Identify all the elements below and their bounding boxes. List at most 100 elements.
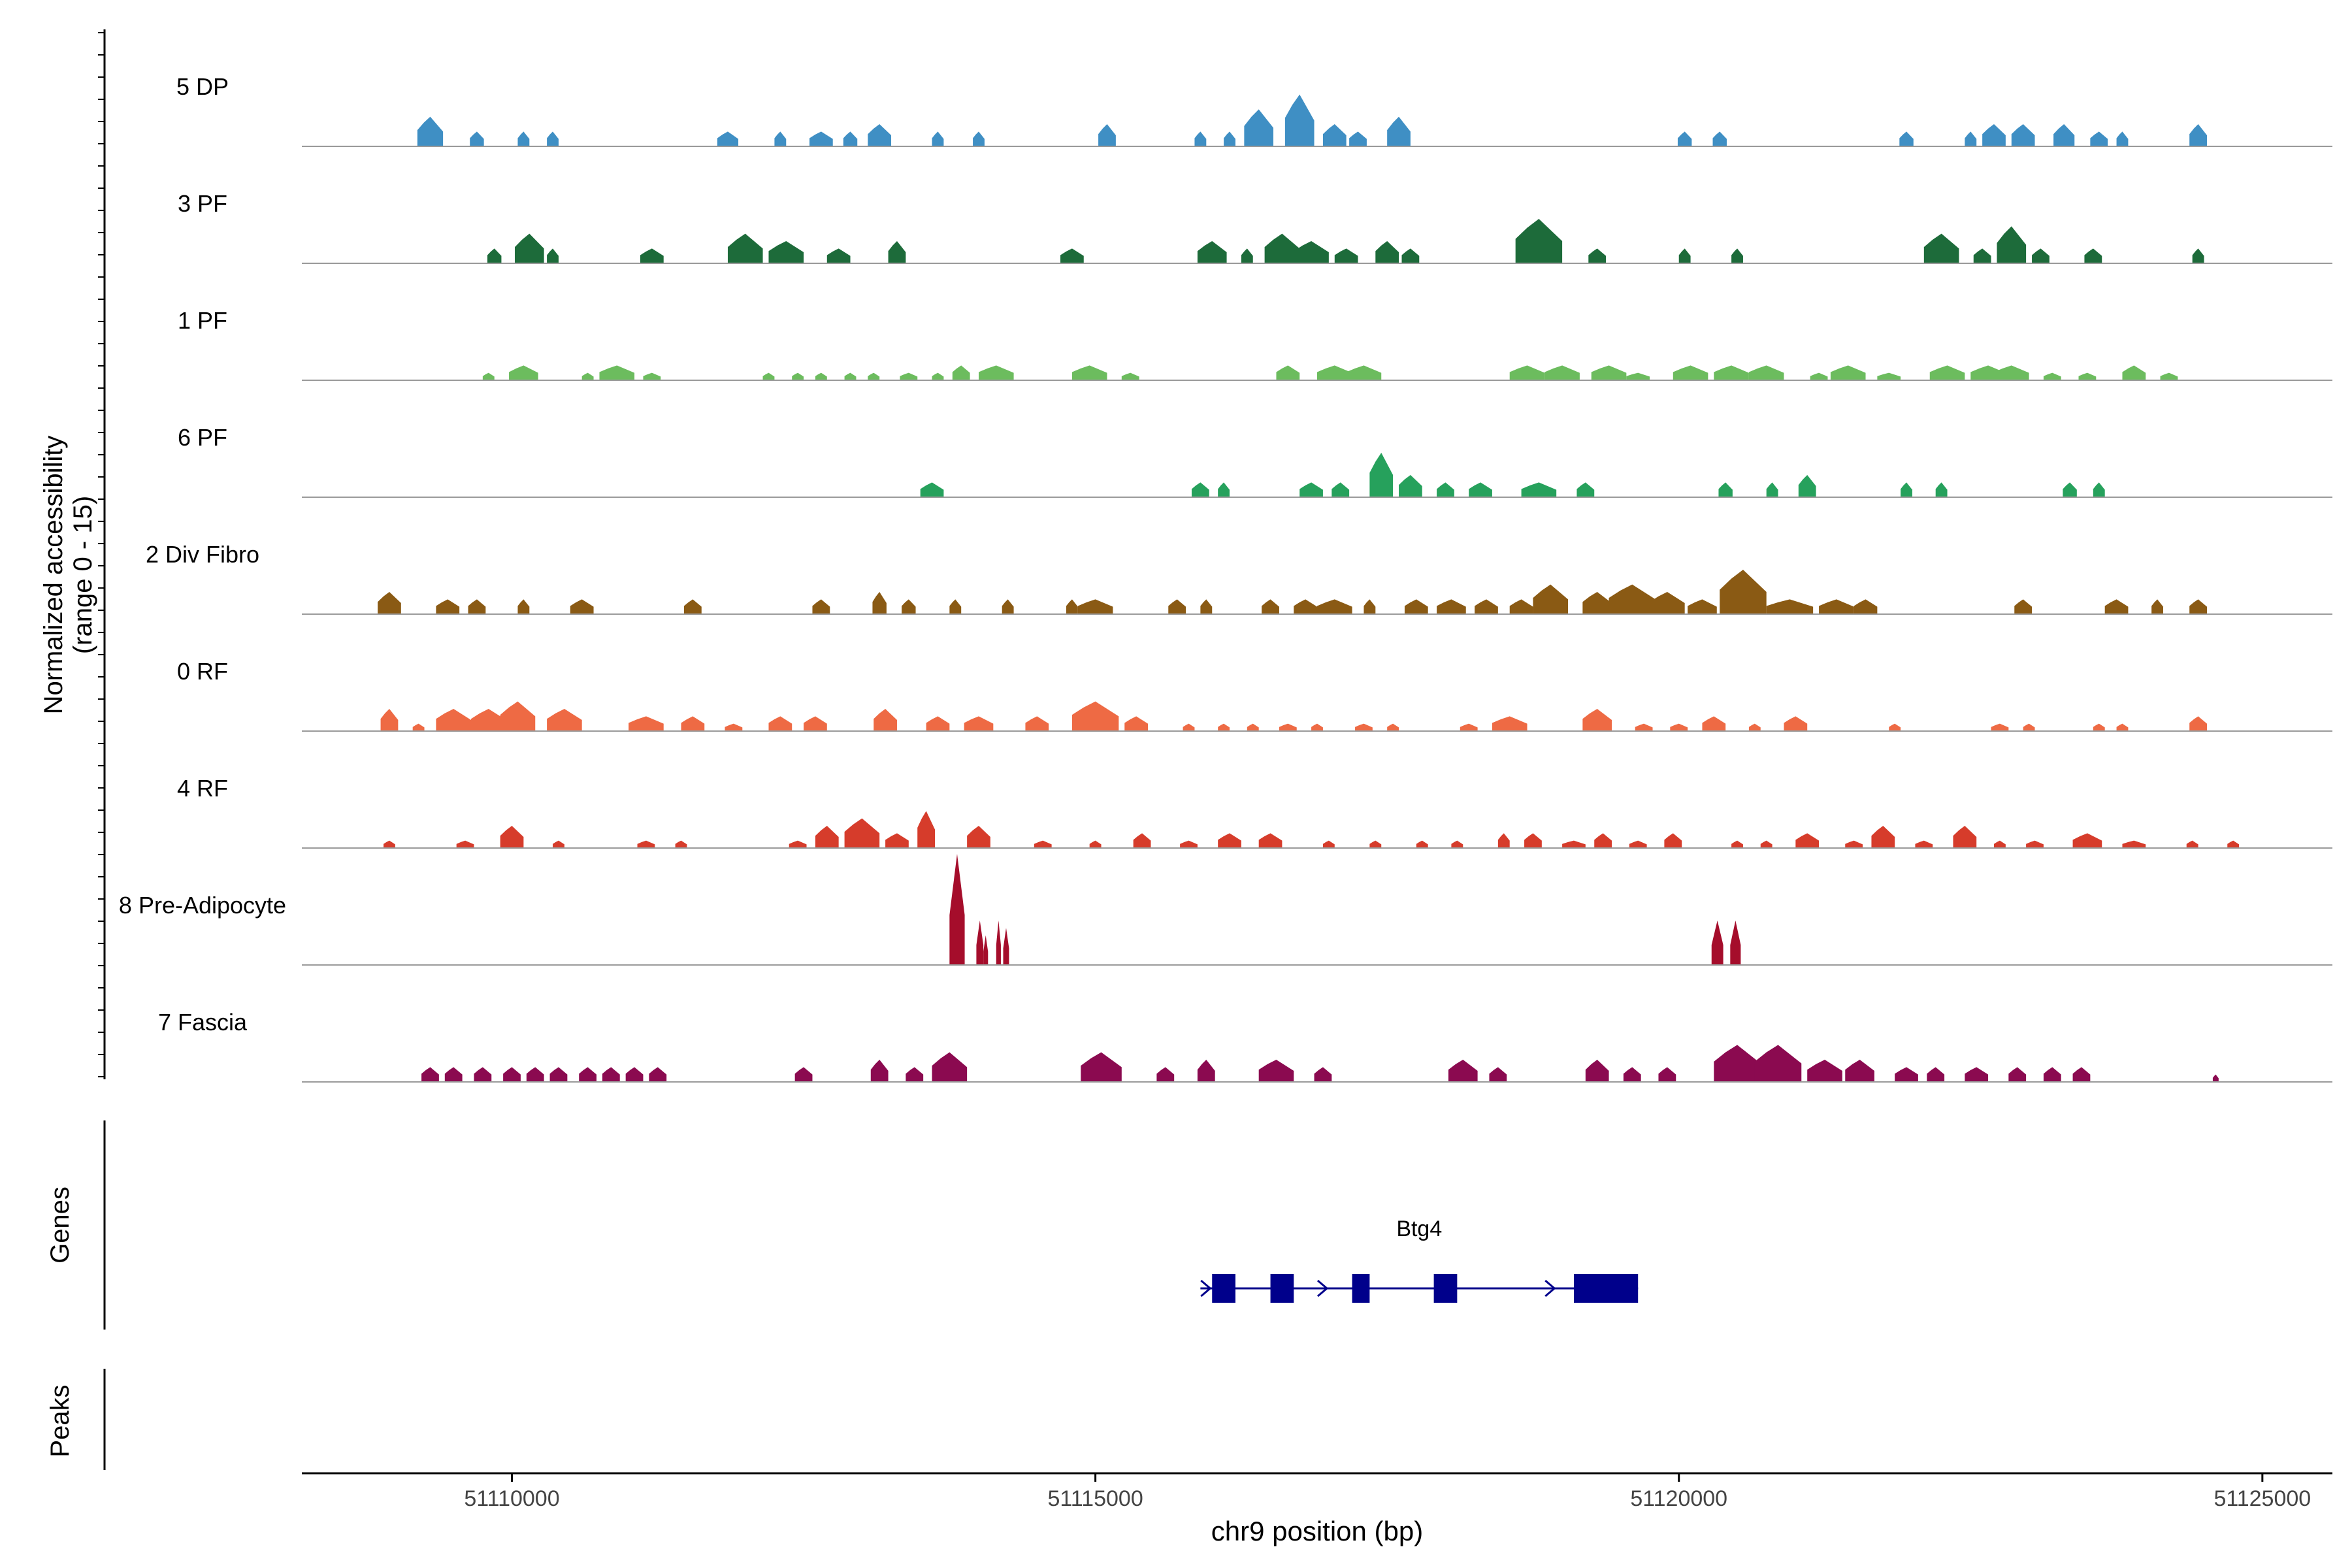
coverage-peak [2072,1067,2091,1082]
coverage-peak [517,131,530,146]
coverage-peak [468,599,486,614]
coverage-peak [1748,365,1784,380]
y-axis-label-line2: (range 0 - 15) [69,496,97,654]
coverage-bar [1730,921,1741,965]
coverage-peak [1626,372,1650,380]
coverage-peak [2078,372,2097,380]
coverage-peak [1002,599,1014,614]
coverage-peak [1807,1060,1842,1082]
coverage-peak [1098,124,1116,146]
track-5-dp: 5 DP [176,73,2332,147]
coverage-peak [1795,833,1820,848]
coverage-peak [1168,599,1186,614]
coverage-peak [1678,248,1691,263]
coverage-peak [2023,723,2035,731]
coverage-peak [2063,482,2077,497]
gene-exon [1270,1274,1294,1303]
coverage-peak [1650,592,1685,614]
track-4-rf: 4 RF [177,775,2332,849]
coverage-bar [976,921,984,965]
coverage-peak [547,709,582,731]
y-axis-ticks [98,32,105,1077]
x-axis-tick-label: 51125000 [2213,1486,2311,1511]
track-6-pf: 6 PF [178,424,2332,498]
coverage-peak [1591,365,1627,380]
coverage-peak [643,372,661,380]
coverage-peak [1241,248,1253,263]
coverage-peak [1509,599,1533,614]
coverage-peak [1276,365,1300,380]
strand-arrow [1200,1279,1212,1298]
coverage-peak [482,372,495,380]
coverage-peak [717,131,739,146]
coverage-peak [1576,482,1595,497]
coverage-peak [1156,1067,1175,1082]
coverage-peak [1258,1060,1294,1082]
coverage-peak [1355,723,1373,731]
coverage-peak [870,1060,889,1082]
coverage-peak [1317,599,1352,614]
coverage-peak [1197,241,1227,263]
x-axis-tick-label: 51110000 [464,1486,559,1511]
coverage-peak [1311,723,1323,731]
coverage-peak [1927,1067,1945,1082]
coverage-peak [1524,833,1542,848]
coverage-peak [1994,840,2006,848]
coverage-peak [1025,716,1049,731]
coverage-peak [1871,826,1895,848]
coverage-peak [1991,723,2009,731]
coverage-peak [2011,124,2035,146]
coverage-peak [570,599,594,614]
coverage-peak [1416,840,1428,848]
genes-panel: Btg4 [1200,1217,1639,1303]
coverage-peak [549,1067,568,1082]
coverage-peak [1609,584,1656,614]
coverage-peak [2093,482,2105,497]
genes-panel-label: Genes [46,1186,74,1264]
coverage-peak [794,1067,813,1082]
coverage-peak [1399,475,1422,497]
gene-exon [1573,1274,1639,1303]
coverage-peak [1279,723,1297,731]
coverage-bar [949,854,965,965]
coverage-peak [725,723,743,731]
coverage-peak [1387,116,1411,146]
coverage-peak [1544,365,1580,380]
coverage-peak [500,826,524,848]
coverage-peak [1294,241,1329,263]
coverage-peak [625,1067,644,1082]
coverage-peak [421,1067,439,1082]
coverage-peak [1124,716,1148,731]
coverage-peak [2189,124,2207,146]
coverage-peak [1845,840,1863,848]
coverage-peak [1299,482,1323,497]
coverage-peak [920,482,944,497]
coverage-peak [2227,840,2240,848]
track-8-pre-adipocyte: 8 Pre-Adipocyte [119,854,2332,966]
coverage-bar [1003,928,1009,965]
coverage-peak [1364,599,1376,614]
gene-label: Btg4 [1396,1217,1442,1241]
coverage-peak [1218,482,1230,497]
coverage-peak [843,131,858,146]
coverage-peak [2151,599,2163,614]
coverage-peak [967,826,990,848]
track-label: 0 RF [177,658,228,685]
coverage-peak [1081,1052,1122,1082]
coverage-peak [1509,365,1545,380]
coverage-peak [1748,723,1761,731]
coverage-peak [2116,131,2129,146]
coverage-peak [932,372,944,380]
coverage-peak [2084,248,2102,263]
coverage-peak [874,709,897,731]
strand-arrow [1316,1279,1329,1298]
coverage-peak [1218,833,1241,848]
coverage-peak [1953,826,1977,848]
coverage-peak [888,241,906,263]
coverage-peak [1071,365,1107,380]
coverage-peak [599,365,635,380]
coverage-peak [1720,570,1767,614]
coverage-peak [2043,1067,2061,1082]
coverage-peak [1200,599,1213,614]
